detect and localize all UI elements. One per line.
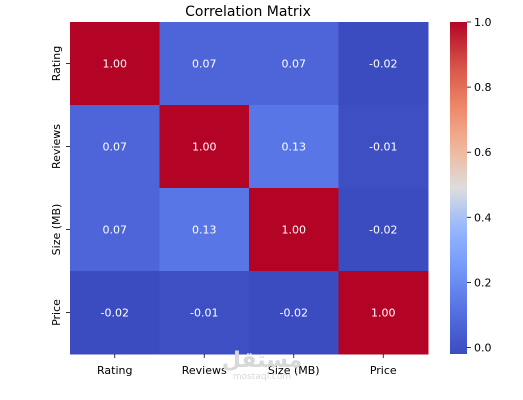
colorbar-tick-label: 0.2	[474, 276, 492, 289]
heatmap-cell	[249, 105, 339, 189]
cell-value-label: 0.13	[192, 224, 217, 237]
cell-value-label: 1.00	[282, 224, 307, 237]
x-axis-tick-labels: Rating Reviews Size (MB) Price	[97, 354, 397, 377]
cell-value-label: -0.02	[369, 58, 397, 71]
y-tick-label: Size (MB)	[50, 204, 63, 256]
cell-value-label: 0.07	[103, 224, 128, 237]
x-tick-label: Price	[370, 364, 397, 377]
y-tick-label: Rating	[50, 46, 63, 81]
cell-value-label: 1.00	[103, 58, 128, 71]
cell-value-label: 0.07	[282, 58, 307, 71]
heatmap-cell	[159, 271, 250, 355]
heatmap-cell	[70, 271, 160, 355]
y-tick-label: Price	[50, 299, 63, 326]
colorbar-gradient	[450, 22, 467, 354]
colorbar: 0.0 0.2 0.4 0.6 0.8 1.0	[450, 16, 492, 354]
heatmap-cell	[159, 188, 250, 272]
x-tick-label: Size (MB)	[268, 364, 320, 377]
cell-value-label: 0.13	[282, 141, 307, 154]
y-axis-tick-labels: Rating Reviews Size (MB) Price	[50, 46, 70, 326]
colorbar-tick-label: 1.0	[474, 16, 492, 29]
cell-value-label: -0.01	[369, 141, 397, 154]
heatmap-cell	[70, 105, 160, 189]
cell-value-label: 0.07	[103, 141, 128, 154]
heatmap-cell	[338, 22, 429, 106]
colorbar-tick-label: 0.4	[474, 211, 492, 224]
heatmap-cell	[338, 188, 429, 272]
heatmap-cell	[70, 188, 160, 272]
heatmap-cell	[338, 105, 429, 189]
heatmap-cell	[159, 105, 250, 189]
cell-value-label: 1.00	[371, 307, 396, 320]
chart-title: Correlation Matrix	[185, 4, 311, 20]
cell-value-label: -0.02	[369, 224, 397, 237]
y-tick-label: Reviews	[50, 124, 63, 169]
cell-value-label: -0.02	[101, 307, 129, 320]
heatmap-cell	[249, 22, 339, 106]
colorbar-tick-label: 0.0	[474, 341, 492, 354]
colorbar-tick-label: 0.6	[474, 146, 492, 159]
heatmap-cell	[338, 271, 429, 355]
cell-value-label: 0.07	[192, 58, 217, 71]
x-tick-label: Reviews	[182, 364, 227, 377]
heatmap-cells: 1.00 0.07 0.07 -0.02 0.07 1.00 0.13 -0.01 0.07 0.…	[70, 22, 429, 355]
heatmap-cell	[249, 271, 339, 355]
colorbar-tick-label: 0.8	[474, 81, 492, 94]
heatmap-cell	[249, 188, 339, 272]
cell-value-label: -0.01	[190, 307, 218, 320]
heatmap-cell	[70, 22, 160, 106]
cell-value-label: 1.00	[192, 141, 217, 154]
heatmap-cell	[159, 22, 250, 106]
cell-value-label: -0.02	[280, 307, 308, 320]
x-tick-label: Rating	[97, 364, 132, 377]
